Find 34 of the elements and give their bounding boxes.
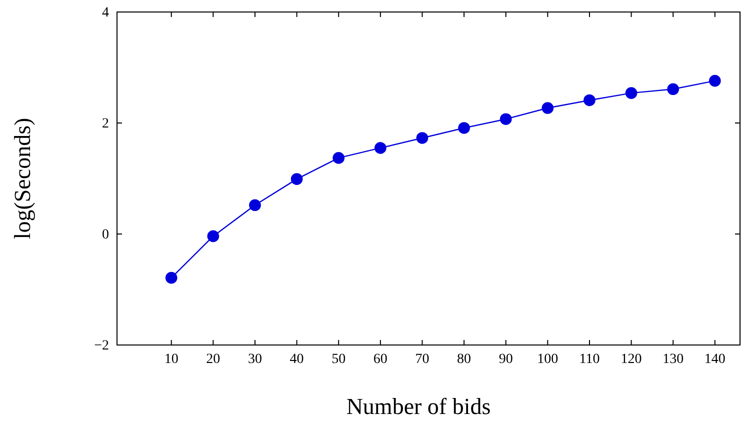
x-tick-label: 120	[620, 352, 642, 367]
point	[332, 152, 345, 164]
point	[584, 94, 596, 106]
x-tick-label: 60	[373, 352, 388, 367]
point	[207, 230, 220, 242]
y-tick-label: 0	[102, 227, 109, 242]
y-tick-label: −2	[94, 338, 109, 354]
x-tick-label: 20	[206, 352, 220, 367]
y-tick-label: 4	[102, 5, 109, 20]
x-tick-label: 30	[248, 352, 262, 367]
x-tick-label: 50	[332, 352, 346, 367]
point	[374, 142, 386, 154]
x-tick-label: 100	[537, 352, 558, 367]
point	[667, 83, 680, 96]
x-tick-label: 40	[290, 352, 304, 367]
point	[458, 122, 470, 134]
x-tick-label: 130	[662, 352, 684, 367]
y-axis-title: log(Seconds)	[10, 118, 35, 240]
x-tick-label: 80	[457, 352, 472, 367]
point	[165, 272, 178, 284]
x-tick-label: 70	[415, 352, 430, 367]
x-tick-label: 90	[498, 352, 513, 367]
point	[290, 173, 303, 185]
point	[708, 74, 721, 87]
y-tick-label: 2	[102, 116, 109, 132]
x-tick-label: 110	[579, 352, 600, 367]
x-tick-label: 140	[704, 352, 726, 367]
point	[249, 199, 261, 212]
point	[500, 113, 512, 126]
point	[625, 87, 638, 99]
x-tick-label: 10	[164, 352, 178, 367]
point	[542, 102, 554, 114]
x-axis-title: Number of bids	[346, 394, 491, 419]
point	[416, 132, 428, 144]
